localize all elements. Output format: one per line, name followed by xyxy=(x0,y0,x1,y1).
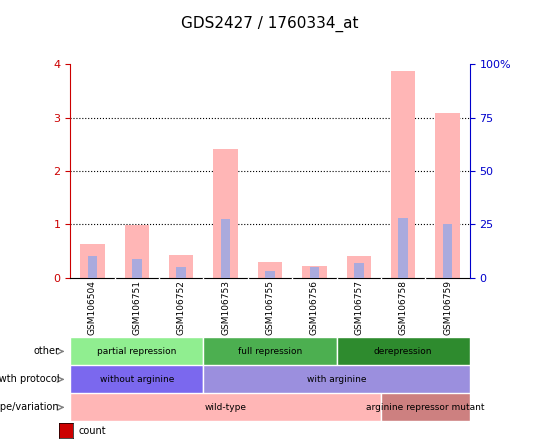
Bar xyxy=(309,267,319,278)
Text: with arginine: with arginine xyxy=(307,375,366,384)
Text: full repression: full repression xyxy=(238,347,302,356)
Text: without arginine: without arginine xyxy=(99,375,174,384)
Text: genotype/variation: genotype/variation xyxy=(0,402,59,412)
Bar xyxy=(258,262,282,278)
Bar xyxy=(399,218,408,278)
Bar xyxy=(435,113,460,278)
Bar xyxy=(221,219,231,278)
Bar xyxy=(347,256,371,278)
Bar xyxy=(177,267,186,278)
Text: GSM106753: GSM106753 xyxy=(221,280,230,335)
Bar xyxy=(391,71,415,278)
Bar xyxy=(87,256,97,278)
Bar xyxy=(336,337,470,365)
Bar xyxy=(70,393,381,421)
Text: GSM106504: GSM106504 xyxy=(88,280,97,335)
Bar xyxy=(80,245,105,278)
Bar xyxy=(125,225,149,278)
Text: derepression: derepression xyxy=(374,347,433,356)
Text: GSM106756: GSM106756 xyxy=(310,280,319,335)
Text: growth protocol: growth protocol xyxy=(0,374,59,385)
Bar xyxy=(132,259,141,278)
Bar xyxy=(70,365,204,393)
Text: other: other xyxy=(33,346,59,357)
Text: partial repression: partial repression xyxy=(97,347,177,356)
Text: GSM106755: GSM106755 xyxy=(266,280,274,335)
Bar xyxy=(354,262,363,278)
Bar xyxy=(213,149,238,278)
Text: arginine repressor mutant: arginine repressor mutant xyxy=(366,403,485,412)
Text: GDS2427 / 1760334_at: GDS2427 / 1760334_at xyxy=(181,16,359,32)
Bar xyxy=(443,224,453,278)
Text: count: count xyxy=(78,426,106,436)
Bar xyxy=(204,365,470,393)
Text: wild-type: wild-type xyxy=(205,403,247,412)
Bar xyxy=(70,337,204,365)
Text: GSM106751: GSM106751 xyxy=(132,280,141,335)
Text: GSM106757: GSM106757 xyxy=(354,280,363,335)
Bar xyxy=(265,271,275,278)
Bar xyxy=(204,337,336,365)
Bar xyxy=(302,266,327,278)
Bar xyxy=(381,393,470,421)
Text: GSM106759: GSM106759 xyxy=(443,280,452,335)
Text: GSM106752: GSM106752 xyxy=(177,280,186,335)
Bar xyxy=(169,255,193,278)
Text: GSM106758: GSM106758 xyxy=(399,280,408,335)
